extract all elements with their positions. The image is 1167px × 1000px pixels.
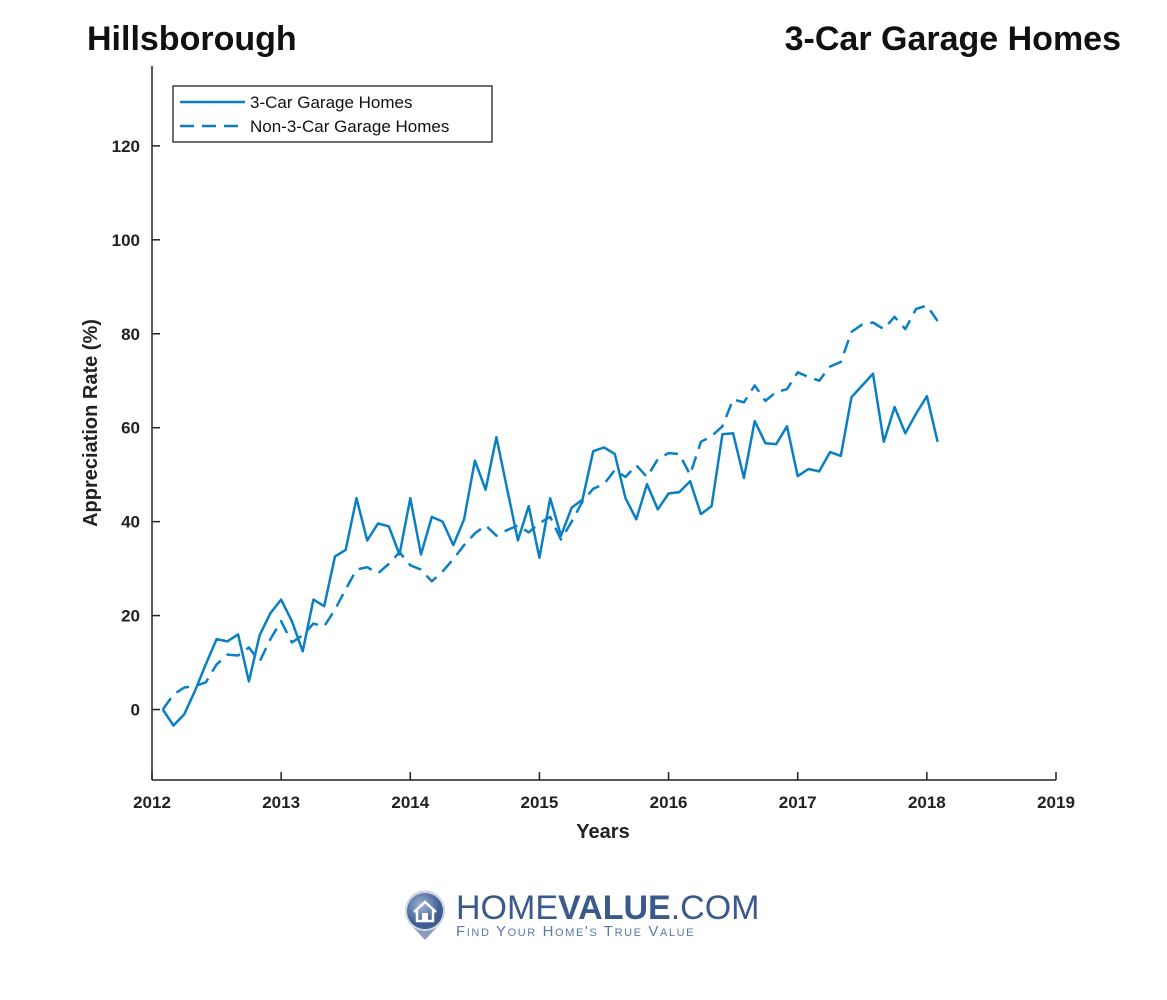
y-tick-label: 20 xyxy=(121,607,140,626)
x-tick-label: 2017 xyxy=(779,793,817,812)
x-tick-label: 2014 xyxy=(391,793,429,812)
y-tick-label: 100 xyxy=(112,231,140,250)
logo-text: .COM xyxy=(670,888,760,927)
series-line-non-3-car-garage xyxy=(161,304,939,711)
x-tick-label: 2012 xyxy=(133,793,171,812)
line-chart: 2012 2013 2014 2015 2016 2017 2018 2019 0 20 40 60 8… xyxy=(80,66,1075,843)
x-tick-label: 2013 xyxy=(262,793,300,812)
x-tick-label: 2016 xyxy=(650,793,688,812)
y-tick-label: 0 xyxy=(131,701,140,720)
logo-text: HOME xyxy=(456,888,558,927)
x-axis-label: Years xyxy=(576,821,629,843)
chart-title: 3-Car Garage Homes xyxy=(784,20,1121,58)
y-axis-label: Appreciation Rate (%) xyxy=(80,319,102,527)
legend-label: Non-3-Car Garage Homes xyxy=(250,117,449,136)
x-tick-label: 2015 xyxy=(521,793,559,812)
y-tick-label: 60 xyxy=(121,419,140,438)
x-tick-label: 2018 xyxy=(908,793,946,812)
homevalue-logo: HOMEVALUE.COM Find Your Home's True Valu… xyxy=(402,888,760,942)
y-tick-label: 40 xyxy=(121,513,140,532)
logo-tagline: Find Your Home's True Value xyxy=(456,922,696,940)
y-tick-label: 80 xyxy=(121,325,140,344)
legend-label: 3-Car Garage Homes xyxy=(250,93,413,112)
region-title: Hillsborough xyxy=(87,20,297,58)
series-line-3-car-garage xyxy=(161,372,939,727)
legend: 3-Car Garage Homes Non-3-Car Garage Home… xyxy=(172,85,493,143)
house-pin-icon xyxy=(405,890,445,940)
x-tick-label: 2019 xyxy=(1037,793,1075,812)
y-tick-label: 120 xyxy=(112,137,140,156)
logo-text: VALUE xyxy=(558,888,671,927)
